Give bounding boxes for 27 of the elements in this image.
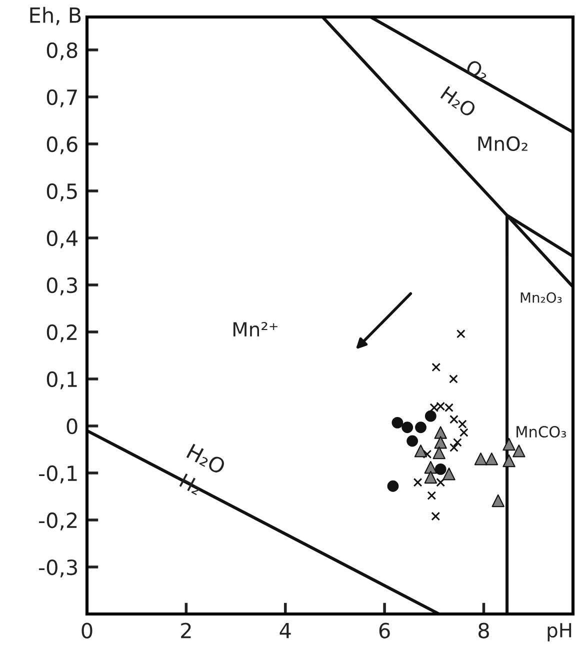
y-tick-label: 0,2 — [46, 324, 77, 342]
y-tick-label: -0,2 — [39, 512, 77, 530]
y-tick-label: 0,4 — [46, 230, 78, 248]
y-tick-label: 0,6 — [46, 136, 78, 154]
y-tick-label: 0,8 — [46, 42, 78, 60]
x-tick-label: 2 — [181, 622, 191, 638]
annotation: H₂ — [179, 474, 203, 496]
annotation: Mn₂O₃ — [520, 292, 562, 303]
x-tick-label: 0 — [82, 622, 92, 638]
y-tick-label: -0,3 — [39, 559, 77, 578]
y-tick-label: 0,7 — [46, 89, 77, 108]
y-tick-label: 0,1 — [46, 371, 77, 390]
x-tick-label: 4 — [280, 622, 291, 638]
y-tick-label: 0,3 — [46, 277, 77, 296]
annotation: Mn²⁺ — [233, 322, 278, 336]
y-tick-label: 0,5 — [46, 183, 77, 202]
y-tick-label: -0,1 — [39, 465, 77, 484]
x-axis-title: pH — [548, 623, 572, 642]
y-tick-label: 0 — [66, 418, 78, 434]
annotation: MnCO₃ — [516, 426, 566, 438]
annotation: MnO₂ — [478, 136, 528, 151]
x-tick-label: 8 — [478, 622, 489, 638]
y-axis-title: Eh, B — [30, 6, 81, 26]
annotation: O₂ — [464, 58, 490, 82]
annotation: H₂O — [440, 86, 478, 118]
annotation: H₂O — [186, 443, 226, 475]
x-tick-label: 6 — [379, 622, 390, 638]
